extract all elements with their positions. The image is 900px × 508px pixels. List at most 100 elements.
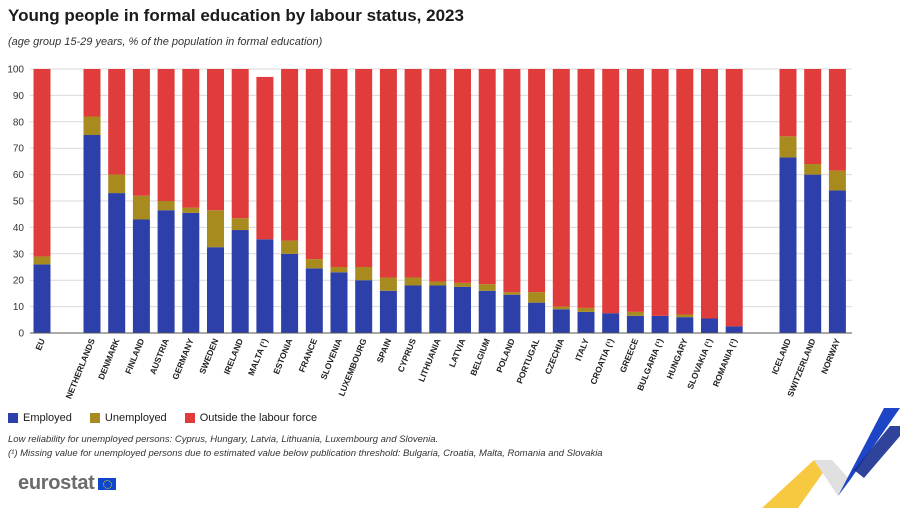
bar-segment-employed [676, 317, 694, 333]
y-tick-label: 100 [7, 65, 24, 76]
bar-segment-outside-the-labour-force [305, 69, 323, 260]
bar-segment-outside-the-labour-force [626, 69, 644, 312]
x-tick-label: IRELAND [222, 337, 245, 376]
bar-segment-outside-the-labour-force [182, 69, 200, 208]
bar-segment-employed [701, 318, 718, 333]
y-tick-label: 60 [13, 170, 25, 181]
bar-segment-unemployed [132, 195, 150, 220]
x-tick-label: POLAND [494, 337, 517, 374]
bar-segment-employed [108, 193, 126, 333]
bar-segment-employed [528, 302, 546, 333]
bar-segment-employed [305, 268, 323, 333]
bar-segment-outside-the-labour-force [355, 69, 373, 267]
bar-segment-outside-the-labour-force [577, 69, 595, 308]
legend-swatch-unemployed [89, 413, 100, 423]
decorative-corner-graphic [762, 408, 900, 508]
legend: Employed Unemployed Outside the labour f… [8, 412, 317, 424]
x-tick-label: LITHUANIA [416, 337, 442, 383]
bar-segment-unemployed [33, 256, 51, 265]
bar-segment-outside-the-labour-force [207, 69, 224, 211]
x-tick-label: CROATIA (¹) [588, 337, 616, 386]
bar-segment-outside-the-labour-force [828, 69, 846, 171]
bar-segment-outside-the-labour-force [454, 69, 471, 283]
legend-label-employed: Employed [23, 412, 72, 424]
bar-segment-employed [602, 313, 620, 333]
bar-segment-outside-the-labour-force [83, 69, 101, 117]
footnote-missing-values: (¹) Missing value for unemployed persons… [8, 448, 603, 459]
eurostat-logo: eurostat [18, 472, 116, 495]
x-tick-label: ESTONIA [271, 337, 294, 376]
x-tick-label: SPAIN [374, 337, 393, 364]
x-tick-label: BULGARIA (¹) [635, 337, 665, 392]
bar-segment-employed [256, 239, 274, 333]
eu-flag-icon [97, 477, 116, 490]
bar-segment-outside-the-labour-force [256, 76, 274, 240]
x-tick-label: ICELAND [769, 337, 792, 376]
x-tick-label: SLOVAKIA (¹) [685, 337, 714, 391]
bar-segment-unemployed [779, 136, 797, 158]
bar-segment-unemployed [281, 240, 299, 254]
y-tick-label: 80 [13, 117, 25, 128]
bar-segment-outside-the-labour-force [281, 69, 299, 241]
bar-segment-employed [454, 286, 471, 333]
bar-segment-unemployed [231, 218, 249, 231]
x-tick-label: BELGIUM [468, 337, 492, 377]
bar-segment-outside-the-labour-force [404, 69, 422, 278]
bar-segment-unemployed [676, 314, 694, 318]
bar-segment-outside-the-labour-force [429, 69, 447, 282]
bar-segment-outside-the-labour-force [804, 69, 822, 165]
x-tick-label: ITALY [573, 337, 591, 363]
x-tick-label: ROMANIA (¹) [711, 337, 739, 388]
bar-segment-outside-the-labour-force [157, 69, 175, 201]
bar-segment-unemployed [804, 164, 822, 175]
bar-segment-outside-the-labour-force [132, 69, 150, 196]
legend-swatch-employed [8, 413, 18, 423]
chart-title: Young people in formal education by labo… [8, 6, 464, 25]
bar-segment-outside-the-labour-force [552, 69, 570, 307]
bar-segment-employed [231, 230, 249, 333]
x-tick-label: FRANCE [297, 337, 320, 374]
x-tick-label: NETHERLANDS [64, 337, 97, 401]
bar-segment-outside-the-labour-force [478, 69, 496, 285]
bar-segment-outside-the-labour-force [330, 69, 348, 267]
bar-segment-employed [478, 290, 496, 333]
bar-segment-unemployed [577, 307, 595, 312]
bar-segment-employed [725, 326, 743, 333]
bar-segment-employed [404, 285, 422, 333]
y-tick-label: 70 [13, 144, 25, 155]
bar-segment-employed [651, 315, 669, 333]
bar-segment-unemployed [207, 210, 224, 248]
x-tick-label: EU [33, 337, 47, 352]
bar-segment-outside-the-labour-force [33, 69, 51, 257]
bar-segment-outside-the-labour-force [231, 69, 249, 219]
bar-segment-employed [503, 294, 521, 333]
x-tick-label: CYPRUS [395, 337, 418, 374]
bar-segment-unemployed [404, 277, 422, 286]
y-tick-label: 30 [13, 249, 25, 260]
footnote-reliability: Low reliability for unemployed persons: … [8, 434, 439, 445]
bar-segment-outside-the-labour-force [108, 69, 126, 175]
legend-label-unemployed: Unemployed [104, 412, 167, 424]
y-tick-label: 90 [13, 91, 25, 102]
bar-segment-unemployed [305, 259, 323, 269]
x-tick-label: AUSTRIA [148, 337, 171, 376]
y-tick-label: 10 [13, 302, 25, 313]
chart-subtitle: (age group 15-29 years, % of the populat… [8, 36, 323, 48]
eurostat-logo-text: eurostat [18, 472, 95, 494]
legend-swatch-outside [184, 413, 195, 423]
bar-segment-employed [355, 280, 373, 333]
bar-segment-unemployed [528, 292, 546, 303]
bar-segment-unemployed [552, 306, 570, 310]
bar-segment-employed [626, 315, 644, 333]
bar-segment-employed [429, 285, 447, 333]
bar-segment-employed [552, 309, 570, 333]
bar-segment-employed [182, 212, 200, 333]
bar-segment-unemployed [478, 284, 496, 291]
x-tick-label: LATVIA [447, 337, 468, 369]
bar-segment-unemployed [83, 116, 101, 135]
bar-segment-employed [157, 210, 175, 333]
bar-segment-employed [132, 219, 150, 333]
y-tick-label: 0 [18, 329, 24, 340]
bar-segment-unemployed [330, 267, 348, 273]
